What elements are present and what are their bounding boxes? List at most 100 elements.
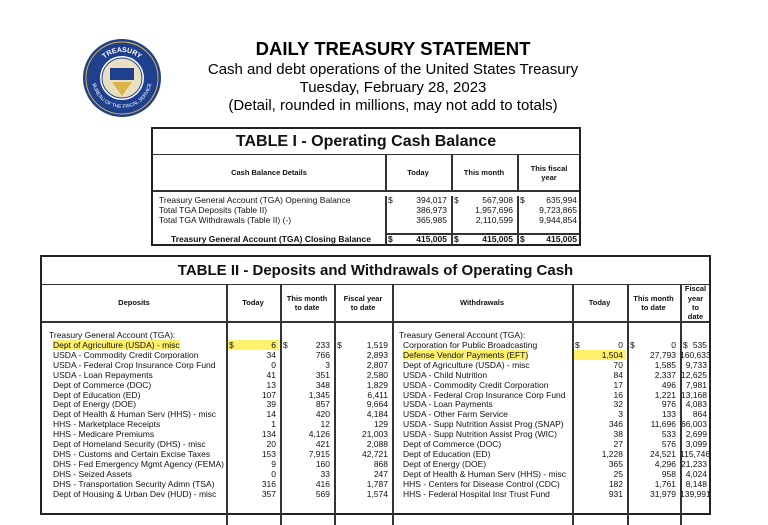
table1-row-label: Treasury General Account (TGA) Opening B… (159, 195, 351, 205)
table1-header: This fiscal year (530, 163, 568, 182)
deposits-cell-fiscal: 1,829 (366, 379, 388, 390)
currency-symbol: $ (630, 340, 635, 350)
currency-symbol: $ (454, 195, 459, 205)
withdrawals-cell-month: 1,761 (654, 478, 676, 489)
withdrawals-header: Withdrawals (459, 298, 505, 308)
withdrawals-row-label: USDA - Supp Nutrition Assist Prog (WIC) (403, 429, 557, 440)
highlight-mark (228, 340, 279, 350)
deposits-cell-today: 1 (271, 419, 276, 430)
withdrawals-cell-month: 958 (661, 468, 676, 479)
deposits-cell-today: 20 (266, 439, 276, 449)
deposits-header: Deposits (118, 298, 150, 308)
withdrawals-cell-fiscal: 7,981 (685, 379, 707, 390)
withdrawals-cell-today: 182 (608, 478, 623, 489)
table1-cell-today: 386,973 (416, 205, 447, 215)
deposits-cell-month: 857 (315, 399, 330, 410)
deposits-cell-today: 39 (266, 399, 276, 410)
deposits-row-label: Dept of Energy (DOE) (53, 399, 137, 410)
deposits-cell-fiscal: 2,088 (366, 439, 388, 449)
withdrawals-cell-fiscal: 8,148 (685, 478, 707, 489)
deposits-cell-month: 420 (315, 409, 330, 420)
withdrawals-cell-fiscal: 21,233 (681, 458, 707, 469)
deposits-cell-today: 0 (271, 359, 276, 370)
withdrawals-cell-today: 32 (613, 399, 623, 410)
table1-cell-today: 365,985 (416, 215, 447, 225)
withdrawals-cell-today: 17 (613, 379, 623, 390)
deposits-row-label: DHS - Transportation Security Admn (TSA) (53, 478, 215, 489)
deposits-row-label: Dept of Agriculture (USDA) - misc (53, 340, 180, 350)
currency-symbol: $ (454, 234, 459, 244)
withdrawals-row-label: Dept of Education (ED) (403, 448, 491, 459)
withdrawals-row-label: Dept of Agriculture (USDA) - misc (403, 359, 530, 370)
deposits-cell-fiscal: 2,807 (366, 359, 388, 370)
withdrawals-header: Fiscal year to date (684, 284, 707, 322)
column-divider (385, 155, 387, 191)
deposits-cell-fiscal: 2,580 (366, 369, 388, 380)
withdrawals-cell-fiscal: 3,099 (685, 439, 707, 449)
deposits-cell-today: 41 (266, 369, 276, 380)
deposits-cell-today: 153 (261, 448, 276, 459)
withdrawals-row-label: USDA - Loan Payments (403, 399, 493, 410)
deposits-cell-month: 160 (315, 458, 330, 469)
withdrawals-row-label: Dept of Health & Human Serv (HHS) - misc (403, 468, 566, 479)
table1-closing-month: 415,005 (482, 234, 513, 244)
table1-cell-month: 567,908 (482, 195, 513, 205)
statement-subtitle: Cash and debt operations of the United S… (207, 61, 579, 78)
divider (153, 190, 579, 192)
withdrawals-row-label: USDA - Other Farm Service (403, 409, 508, 420)
withdrawals-cell-today: 0 (618, 340, 623, 350)
table1-closing-today: 415,005 (416, 234, 447, 244)
deposits-row-label: USDA - Commodity Credit Corporation (53, 349, 199, 360)
column-divider (517, 155, 519, 191)
deposits-row-label: DHS - Seized Assets (53, 468, 132, 479)
deposits-cell-month: 766 (315, 349, 330, 360)
withdrawals-cell-today: 84 (613, 369, 623, 380)
withdrawals-cell-today: 38 (613, 429, 623, 440)
deposits-cell-today: 34 (266, 349, 276, 360)
withdrawals-row-label: USDA - Supp Nutrition Assist Prog (SNAP) (403, 419, 564, 430)
table-deposits-withdrawals: TABLE II - Deposits and Withdrawals of O… (40, 255, 711, 525)
deposits-cell-fiscal: 1,574 (366, 488, 388, 499)
table1-cell-month: 1,957,696 (475, 205, 513, 215)
column-divider (334, 285, 336, 525)
currency-symbol: $ (683, 340, 688, 350)
deposits-cell-fiscal: 2,893 (366, 349, 388, 360)
table1-cell-fiscal: 9,944,854 (539, 215, 577, 225)
table1-row-label: Total TGA Deposits (Table II) (159, 205, 268, 215)
withdrawals-header: This month to date (633, 293, 674, 312)
deposits-row-label: DHS - Customs and Certain Excise Taxes (53, 448, 211, 459)
deposits-cell-fiscal: 21,003 (362, 429, 388, 440)
withdrawals-cell-month: 27,793 (650, 349, 676, 360)
deposits-row-label: USDA - Federal Crop Insurance Corp Fund (53, 359, 216, 370)
withdrawals-header: Today (588, 298, 611, 308)
currency-symbol: $ (520, 234, 525, 244)
divider (385, 233, 579, 235)
column-divider (680, 285, 682, 525)
deposits-cell-month: 3 (325, 359, 330, 370)
column-divider (627, 285, 629, 525)
deposits-cell-month: 1,345 (308, 389, 330, 400)
withdrawals-cell-fiscal: 535 (692, 340, 707, 350)
withdrawals-row-label: Dept of Energy (DOE) (403, 458, 487, 469)
deposits-row-label: DHS - Fed Emergency Mgmt Agency (FEMA) (53, 458, 224, 469)
column-divider (517, 196, 519, 245)
deposits-row-label: Dept of Health & Human Serv (HHS) - misc (53, 409, 216, 420)
deposits-cell-today: 134 (261, 429, 276, 440)
deposits-row-label: HHS - Medicare Premiums (53, 429, 155, 440)
withdrawals-row-label: HHS - Federal Hospital Insr Trust Fund (403, 488, 550, 499)
withdrawals-cell-fiscal: 2,699 (685, 429, 707, 440)
currency-symbol: $ (283, 340, 288, 350)
deposits-cell-today: 316 (261, 478, 276, 489)
deposits-cell-today: 6 (271, 340, 276, 350)
table1-header: Today (407, 168, 429, 178)
deposits-cell-today: 107 (261, 389, 276, 400)
deposits-cell-today: 357 (261, 488, 276, 499)
withdrawals-row-label: USDA - Federal Crop Insurance Corp Fund (403, 389, 566, 400)
withdrawals-row-label: HHS - Centers for Disease Control (CDC) (403, 478, 560, 489)
statement-title: DAILY TREASURY STATEMENT (255, 38, 531, 59)
deposits-header: Today (242, 298, 264, 308)
statement-date: Tuesday, February 28, 2023 (299, 79, 487, 96)
table1-cell-fiscal: 9,723,865 (539, 205, 577, 215)
table1-closing-fiscal: 415,005 (546, 234, 577, 244)
withdrawals-cell-fiscal: 66,003 (681, 419, 707, 430)
